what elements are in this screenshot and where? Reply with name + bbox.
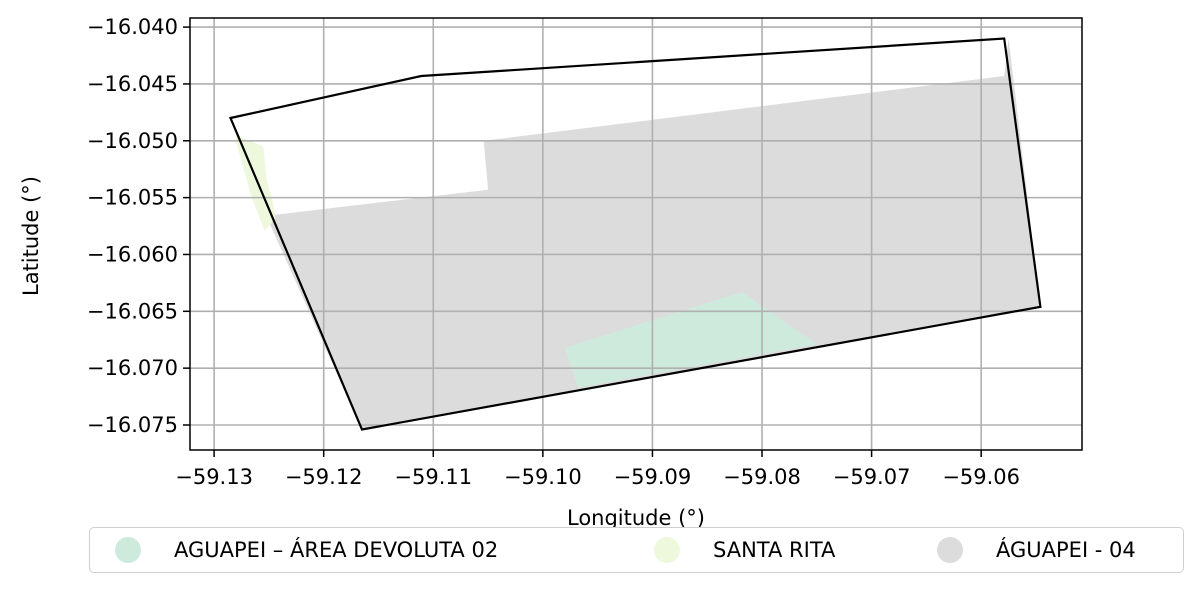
parcel-aguapei-area-devoluta-02 [564,292,817,388]
x-tick-label: −59.07 [833,465,911,489]
legend-item-devoluta: AGUAPEI – ÁREA DEVOLUTA 02 [115,528,498,572]
boundary-outline [228,37,1042,431]
x-ticks: −59.13 −59.12 −59.11 −59.10 −59.09 −59.08 −59.… [175,450,1020,489]
x-tick-label: −59.10 [504,465,582,489]
y-tick-label: −16.055 [87,186,178,210]
plot-frame [189,17,1083,451]
y-tick-label: −16.060 [87,242,178,266]
legend: AGUAPEI – ÁREA DEVOLUTA 02 SANTA RITA ÁG… [89,527,1184,573]
y-ticks: −16.040 −16.045 −16.050 −16.055 −16.060 −16.0… [87,15,190,437]
x-axis-label: Longitude (°) [567,506,705,530]
legend-label-santa-rita: SANTA RITA [713,538,836,562]
legend-label-devoluta: AGUAPEI – ÁREA DEVOLUTA 02 [174,538,499,562]
legend-swatch-santa-rita [654,537,680,563]
parcels-layer [236,38,1041,430]
x-tick-label: −59.08 [723,465,801,489]
x-tick-label: −59.13 [175,465,253,489]
y-tick-label: −16.075 [87,413,178,437]
legend-item-santa-rita: SANTA RITA [654,528,835,572]
y-axis-label: Latitude (°) [19,176,43,296]
y-tick-label: −16.070 [87,356,178,380]
legend-label-aguapei-04: ÁGUAPEI - 04 [996,538,1136,562]
legend-item-aguapei-04: ÁGUAPEI - 04 [937,528,1136,572]
x-tick-label: −59.09 [614,465,692,489]
legend-swatch-aguapei-04 [937,537,963,563]
y-tick-label: −16.050 [87,129,178,153]
x-tick-label: −59.11 [394,465,472,489]
legend-swatch-devoluta [115,537,141,563]
x-tick-label: −59.06 [942,465,1020,489]
y-tick-label: −16.065 [87,299,178,323]
outline-layer [228,37,1042,431]
x-tick-label: −59.12 [285,465,363,489]
y-tick-label: −16.040 [87,15,178,39]
parcel-aguapei-04 [251,38,1041,430]
parcel-santa-rita [236,135,276,231]
y-tick-label: −16.045 [87,72,178,96]
